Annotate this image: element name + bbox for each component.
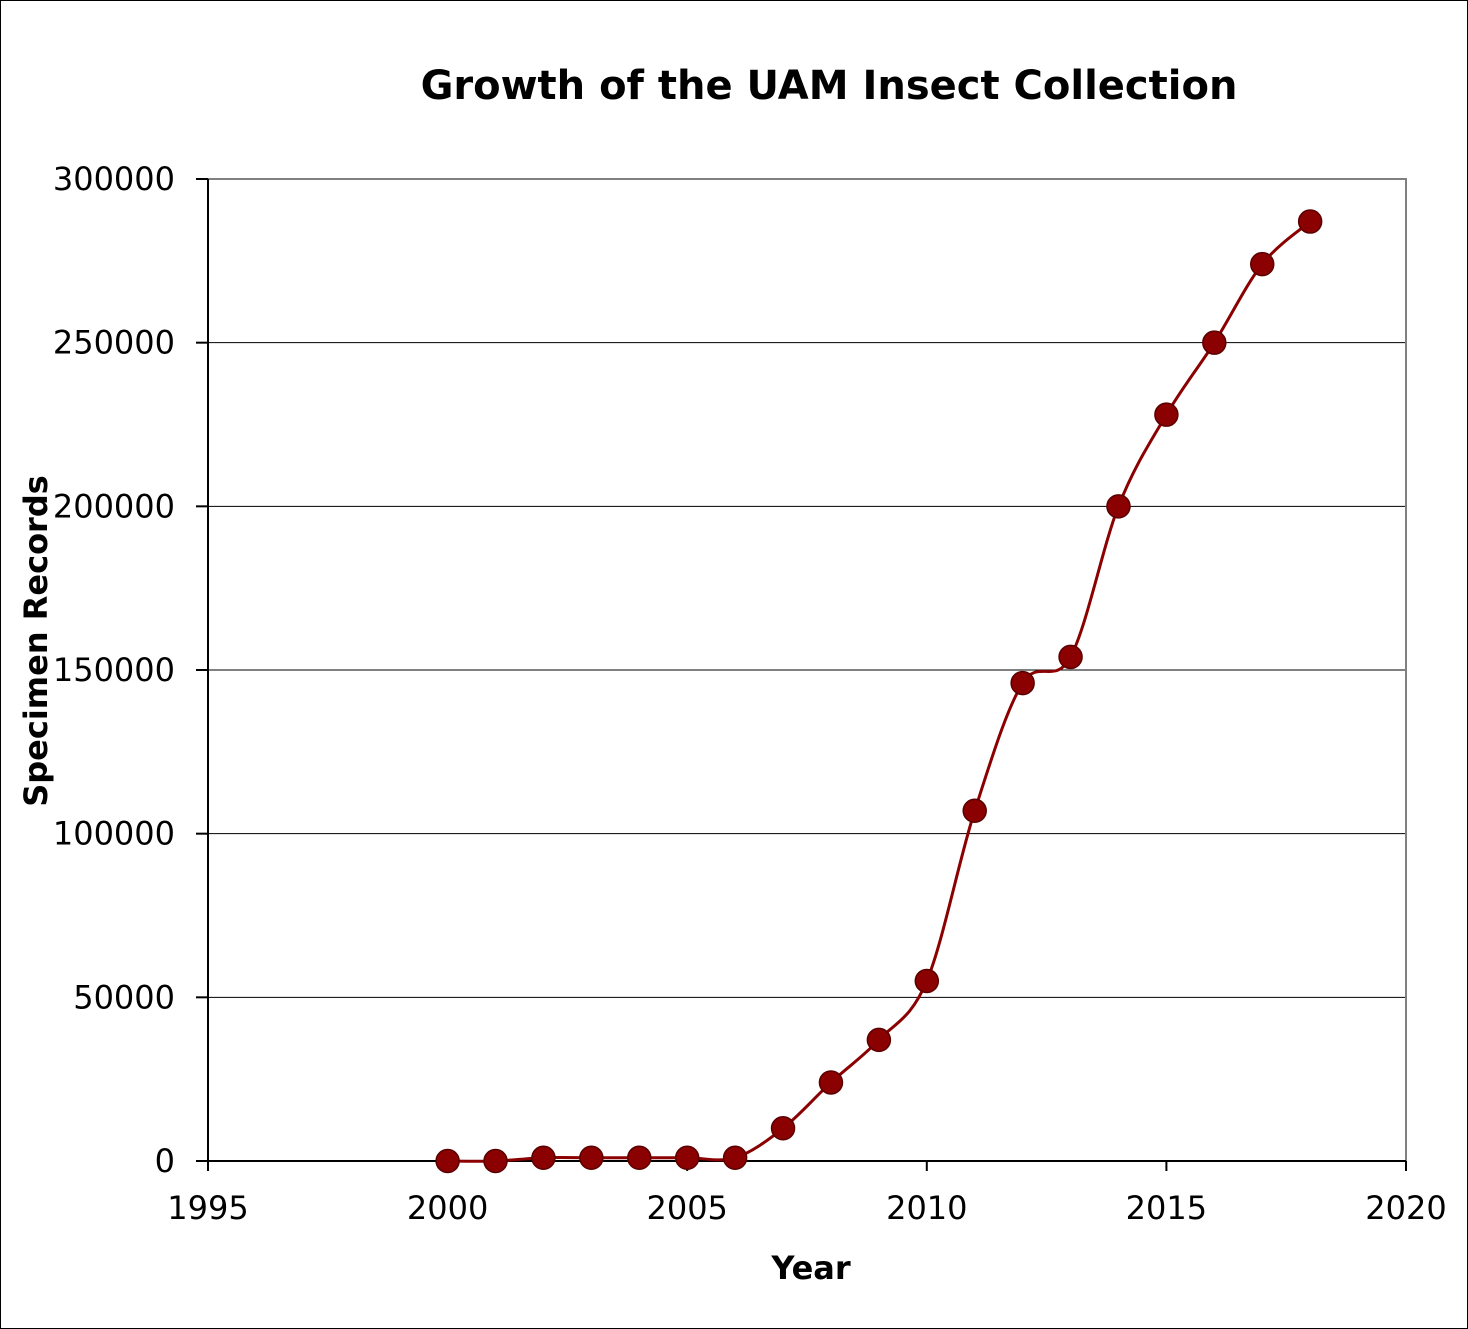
y-tick-label: 0	[155, 1142, 175, 1180]
data-point-marker	[722, 1145, 748, 1170]
data-point-marker	[914, 968, 940, 994]
data-point-marker	[579, 1145, 604, 1170]
x-tick-label: 2020	[1365, 1189, 1446, 1227]
data-point-marker	[483, 1148, 508, 1174]
data-point-marker	[866, 1027, 892, 1053]
data-point-marker	[1249, 251, 1275, 277]
y-tick-label: 250000	[53, 324, 175, 362]
data-point-marker	[435, 1148, 460, 1174]
data-point-marker	[1106, 494, 1131, 519]
y-tick-label: 300000	[53, 160, 175, 198]
data-point-marker	[818, 1070, 844, 1095]
x-axis-title: Year	[770, 1249, 851, 1287]
y-tick-label: 200000	[53, 487, 175, 525]
data-point-marker	[770, 1116, 796, 1141]
data-point-marker	[531, 1145, 556, 1170]
data-point-marker	[962, 798, 987, 824]
series-line	[447, 220, 1312, 1163]
data-point-marker	[1010, 670, 1035, 696]
data-point-marker	[1058, 644, 1083, 670]
chart-title: Growth of the UAM Insect Collection	[421, 63, 1238, 109]
x-tick-label: 2000	[407, 1189, 488, 1227]
data-point-marker	[1202, 330, 1227, 355]
x-tick-label: 2010	[886, 1189, 967, 1227]
y-axis-title: Specimen Records	[17, 475, 55, 807]
y-tick-label: 50000	[73, 978, 175, 1016]
gridlines	[208, 342, 1406, 998]
data-point-marker	[1297, 209, 1323, 234]
x-tick-label: 2015	[1126, 1189, 1207, 1227]
series-layer	[435, 209, 1323, 1174]
y-tick-label: 100000	[53, 815, 175, 853]
data-point-marker	[627, 1145, 652, 1170]
x-tick-label: 1995	[167, 1189, 248, 1227]
tick-labels: 0 50000 100000 150000 200000 250000 300000 1995…	[53, 160, 1447, 1227]
data-point-marker	[674, 1145, 700, 1170]
x-tick-label: 2005	[646, 1189, 727, 1227]
data-point-marker	[1154, 402, 1179, 427]
y-tick-label: 150000	[53, 651, 175, 689]
